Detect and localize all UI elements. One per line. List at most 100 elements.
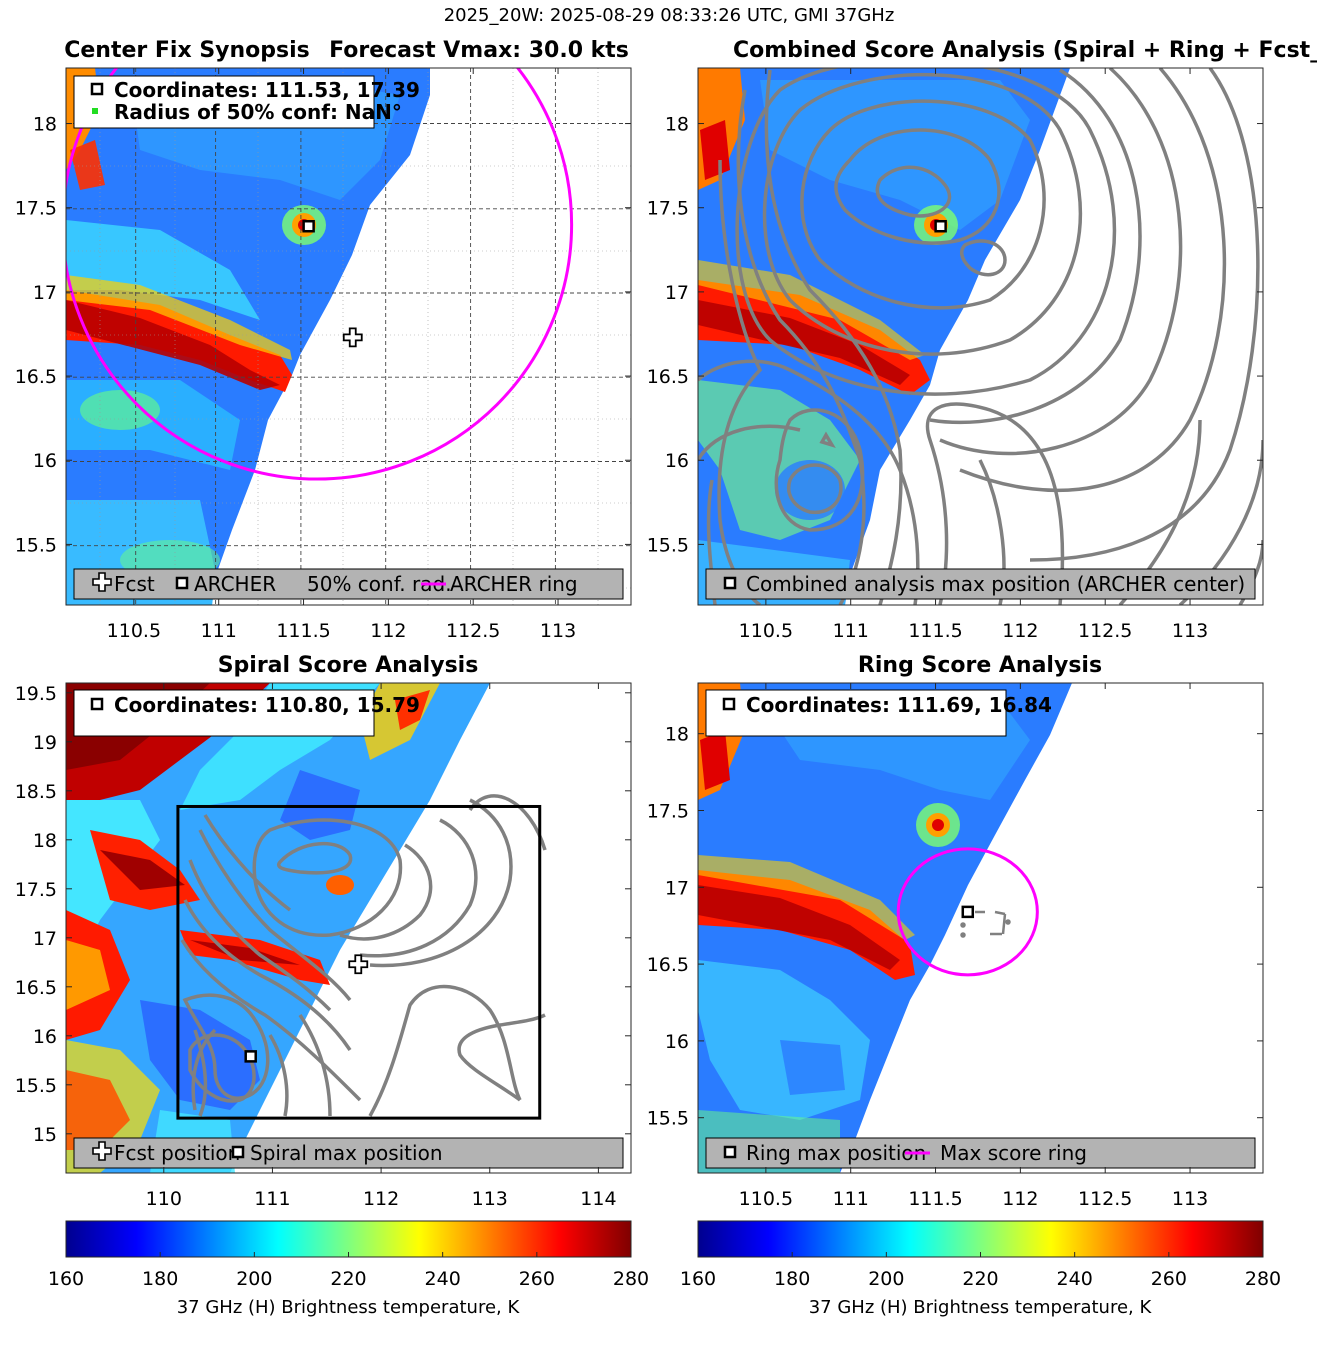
forecast-position-marker [348,954,369,975]
y-tick-label: 19.5 [15,683,57,705]
axis-ticks: 110.5 111 111.5 112 112.5 113 18 17.5 17 16.5 16 15… [647,683,1263,1210]
panel-ring-score: Ring Score Analysis [647,653,1264,1210]
ring-max-marker [961,905,975,919]
x-tick-label: 110.5 [107,620,161,642]
y-tick-label: 17.5 [647,198,689,220]
axis-ticks: 110.5 111 111.5 112 112.5 113 18 17.5 17 16.5 16 15… [15,68,631,642]
x-tick-label: 111 [254,1188,290,1210]
colorbar-tick-label: 240 [1057,1268,1093,1290]
y-tick-label: 17.5 [647,800,689,822]
square-marker-icon [723,1145,737,1159]
x-tick-label: 110.5 [739,1188,793,1210]
x-tick-label: 110 [146,1188,182,1210]
colorbar-tick-label: 160 [48,1268,84,1290]
y-tick-label: 16 [33,1026,57,1048]
panel-title: Spiral Score Analysis [218,653,479,678]
info-box: Coordinates: 111.69, 16.84 [705,689,1052,737]
x-tick-label: 112 [370,620,406,642]
colorbar-tick-label: 280 [1245,1268,1281,1290]
x-tick-label: 112 [1002,620,1038,642]
y-tick-label: 15.5 [15,1075,57,1097]
x-tick-label: 111.5 [908,1188,962,1210]
brightness-field [698,68,1070,605]
colorbar-ticks: 160 180 200 220 240 260 280 [48,1252,649,1290]
axis-ticks: 110 111 112 113 114 19.5 19 18.5 18 17.5 17 16.5 16 1… [15,683,631,1210]
y-tick-label: 17 [33,282,57,304]
legend-entry: Spiral max position [250,1141,443,1165]
x-tick-label: 112.5 [1078,620,1132,642]
colorbar-tick-label: 220 [330,1268,366,1290]
axis-ticks: 110.5 111 111.5 112 112.5 113 18 17.5 17 16.5 16 15… [647,68,1263,642]
colorbar-ticks: 160 180 200 220 240 260 280 [680,1252,1281,1290]
y-tick-label: 15.5 [647,1108,689,1130]
archer-center-marker [302,219,315,233]
y-tick-label: 18 [33,114,57,136]
x-tick-label: 112.5 [1078,1188,1132,1210]
colorbar-tick-label: 160 [680,1268,716,1290]
x-tick-label: 111.5 [908,620,962,642]
y-tick-label: 19 [33,732,57,754]
colorbar-left: 160 180 200 220 240 260 280 37 GHz (H) Brightn… [48,1220,649,1318]
y-tick-label: 17.5 [15,879,57,901]
forecast-ring [66,68,574,481]
colorbar-tick-label: 240 [425,1268,461,1290]
panel-combined-score: Combined Score Analysis (Spiral + Ring +… [647,38,1317,642]
colorbar-tick-label: 260 [1151,1268,1187,1290]
colorbar-tick-label: 220 [962,1268,998,1290]
colorbar-tick-label: 180 [774,1268,810,1290]
x-tick-label: 112 [1002,1188,1038,1210]
colorbar-right: 160 180 200 220 240 260 280 37 GHz (H) Brightn… [680,1220,1281,1318]
square-marker-icon [175,576,189,590]
colorbar-gradient [65,1220,632,1258]
spiral-max-marker [244,1050,257,1063]
square-marker-icon [90,697,104,711]
panel-center-fix: Center Fix Synopsis Forecast Vmax: 30.0 … [15,38,632,642]
x-tick-label: 111 [201,620,237,642]
y-tick-label: 16 [33,450,57,472]
y-tick-label: 16.5 [647,954,689,976]
panel-spiral-score: Spiral Score Analysis [15,653,632,1210]
y-tick-label: 16.5 [15,977,57,999]
x-tick-label: 113 [1172,620,1208,642]
search-box [176,804,542,1120]
confidence-radius-label: Radius of 50% conf: NaN° [114,100,402,124]
plot-frame [65,67,632,606]
info-box: Coordinates: 111.53, 17.39 Radius of 50%… [73,75,420,129]
y-tick-label: 16 [665,1031,689,1053]
info-box: Coordinates: 110.80, 15.79 [73,689,420,737]
x-tick-label: 112.5 [446,620,500,642]
plot-frame [697,67,1264,606]
y-tick-label: 16.5 [647,366,689,388]
legend-entry: Combined analysis max position (ARCHER c… [746,572,1245,596]
legend: Ring max position Max score ring [705,1137,1256,1169]
x-tick-label: 110.5 [739,620,793,642]
coordinates-label: Coordinates: 111.53, 17.39 [114,78,420,102]
panel-title: Ring Score Analysis [858,653,1102,678]
panel-title: Combined Score Analysis (Spiral + Ring +… [733,38,1317,63]
y-tick-label: 17 [33,928,57,950]
green-dot-icon [92,108,98,114]
plus-marker-icon [92,1141,112,1161]
square-marker-icon [723,576,737,590]
y-tick-label: 16.5 [15,366,57,388]
y-tick-label: 18.5 [15,781,57,803]
coordinates-label: Coordinates: 110.80, 15.79 [114,693,420,717]
legend-entry: ARCHER ring [450,572,578,596]
colorbar-tick-label: 180 [142,1268,178,1290]
square-marker-icon [722,697,736,711]
ring-score-contours [960,910,1011,938]
x-tick-label: 113 [472,1188,508,1210]
colorbar-tick-label: 280 [613,1268,649,1290]
y-tick-label: 17 [665,877,689,899]
x-tick-label: 111 [833,1188,869,1210]
score-contours [180,794,547,1117]
legend-entry: ARCHER [194,572,276,596]
y-tick-label: 17 [665,282,689,304]
legend-entry: Fcst [114,572,155,596]
y-tick-label: 18 [33,830,57,852]
y-tick-label: 15 [33,1124,57,1146]
plot-frame [65,682,632,1174]
figure-title: 2025_20W: 2025-08-29 08:33:26 UTC, GMI 3… [444,5,895,26]
legend: Fcst position Spiral max position [73,1137,624,1169]
